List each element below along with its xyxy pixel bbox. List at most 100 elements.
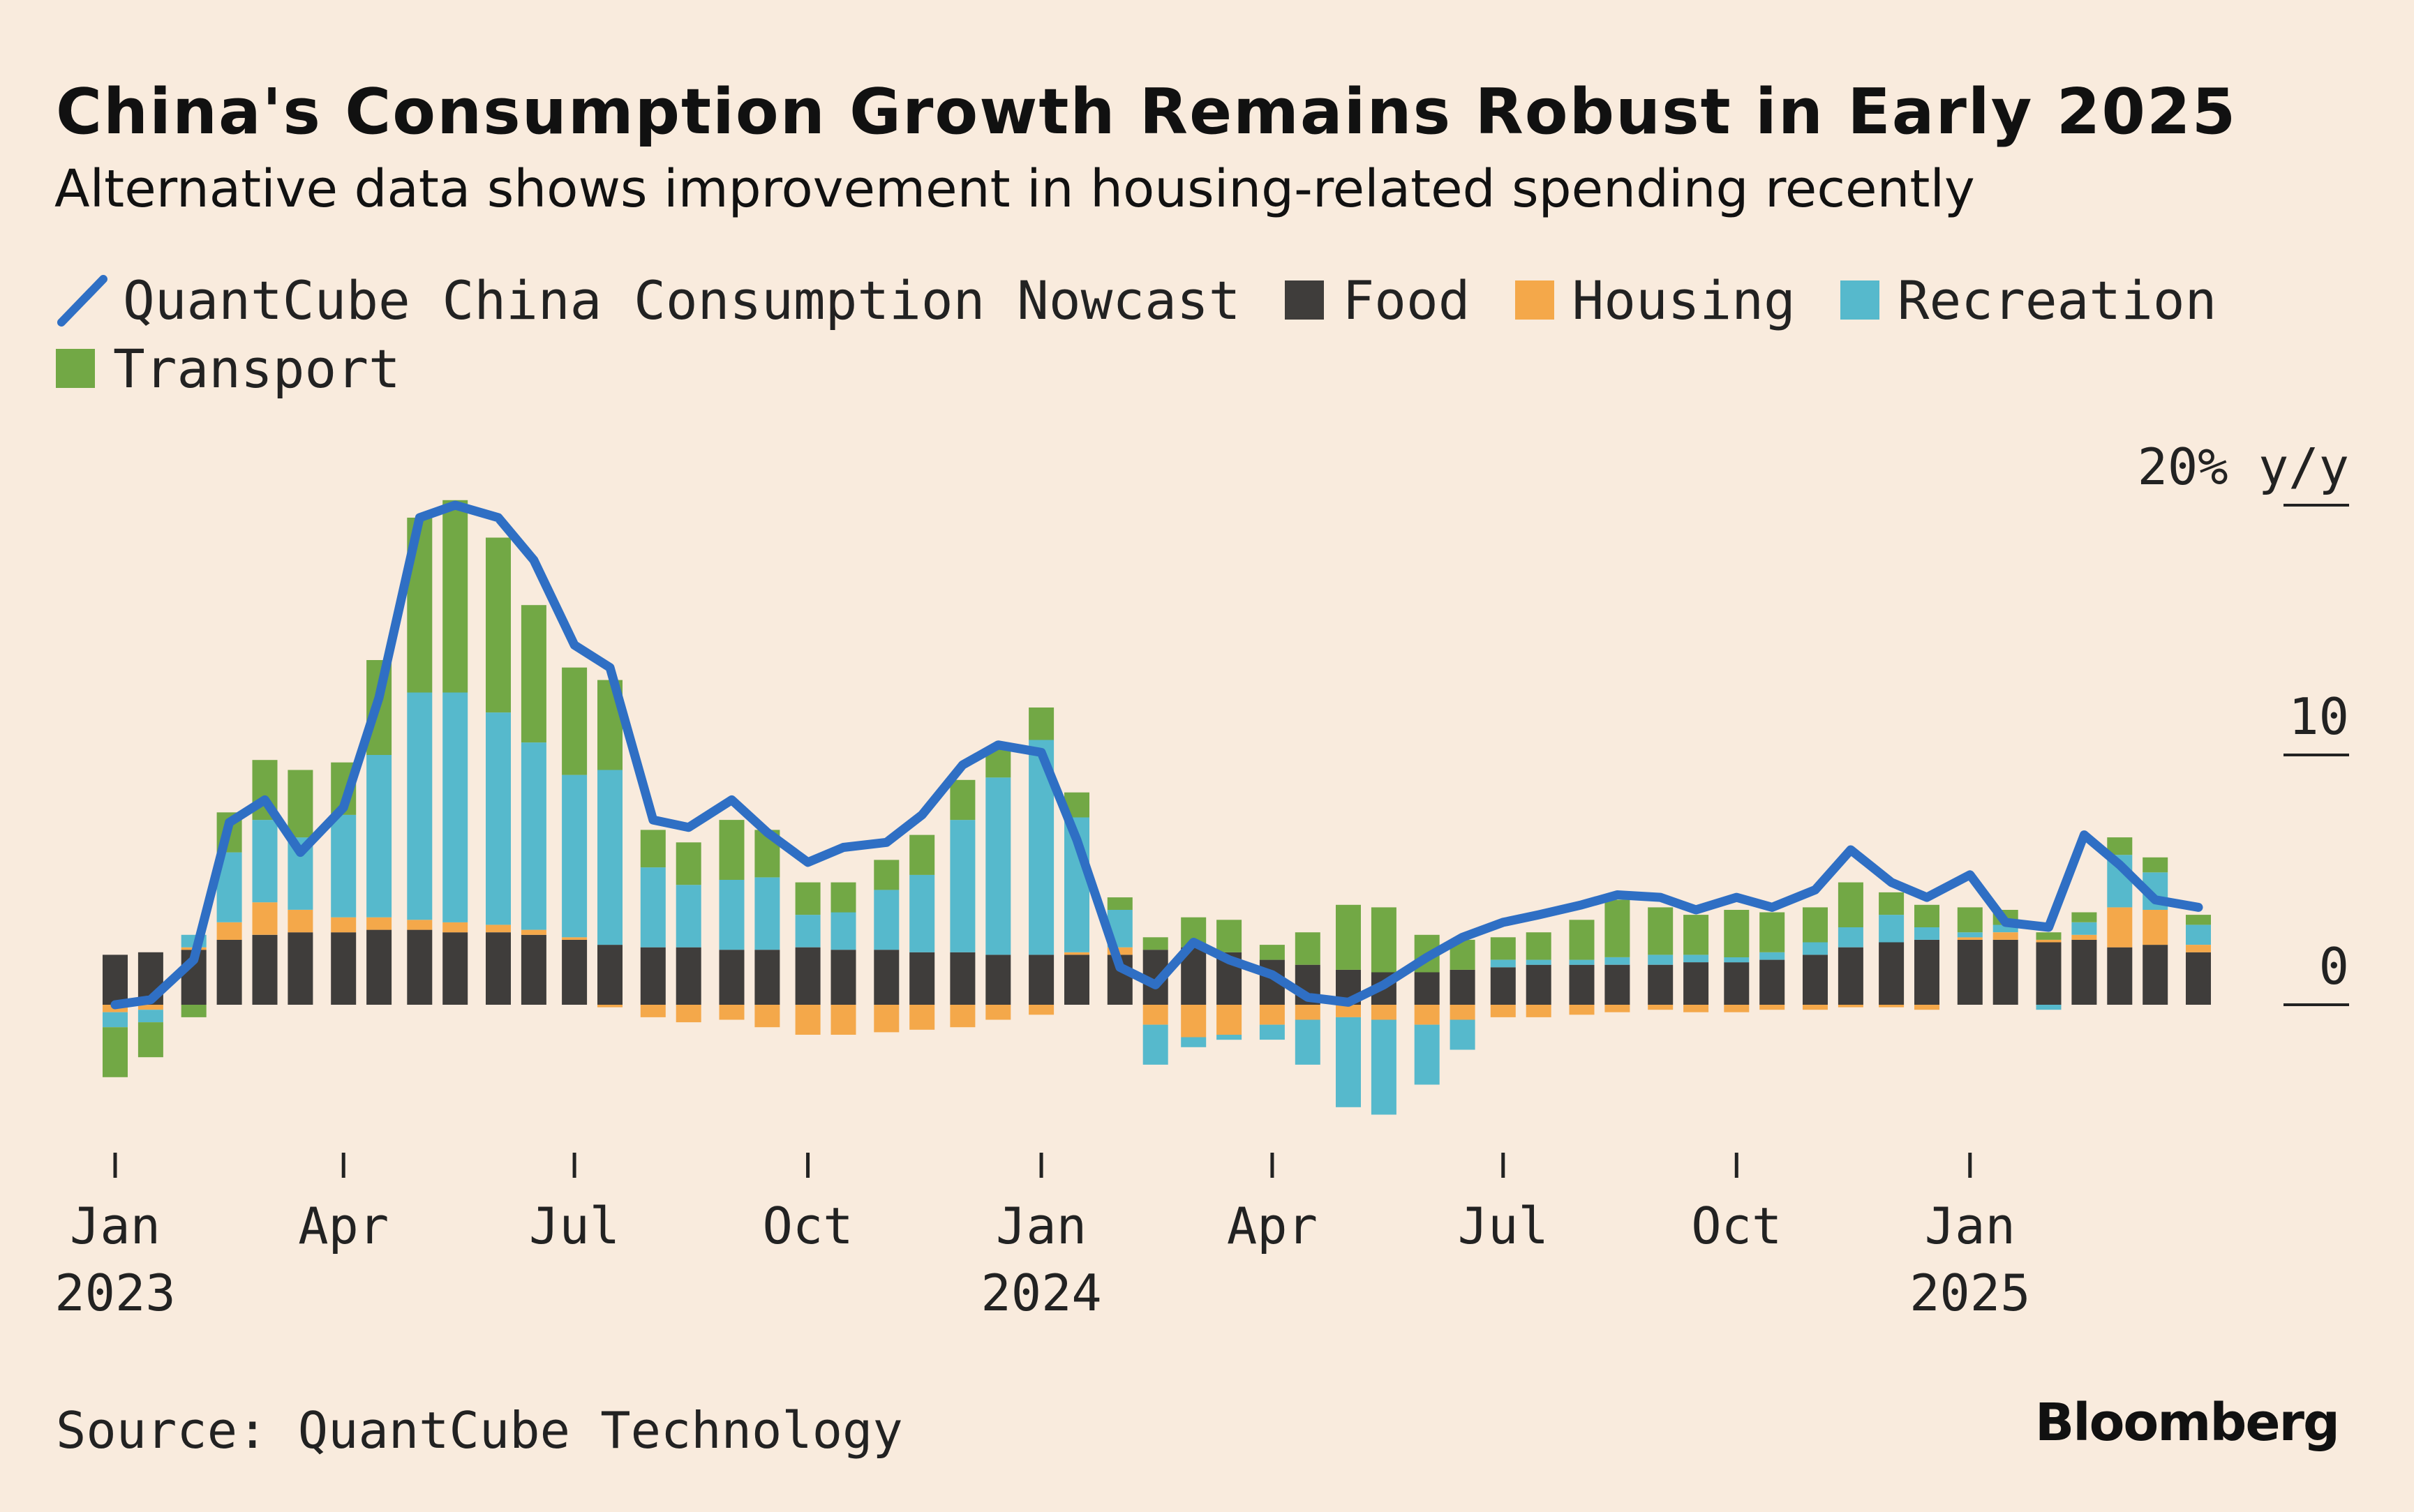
bar-housing-4 <box>252 902 278 935</box>
bar-food-4 <box>252 934 278 1005</box>
bar-housing-38 <box>1569 1005 1595 1015</box>
bar-food-48 <box>1957 939 1983 1005</box>
bar-food-0 <box>103 955 128 1005</box>
bar-food-39 <box>1604 964 1630 1005</box>
bar-food-20 <box>874 950 900 1005</box>
bar-housing-48 <box>1957 937 1983 940</box>
bar-transport-41 <box>1683 915 1709 955</box>
bar-food-22 <box>950 952 976 1005</box>
bar-transport-33 <box>1371 907 1396 973</box>
bar-recreation-47 <box>1914 927 1939 940</box>
bar-transport-31 <box>1295 932 1320 965</box>
bar-housing-16 <box>719 1005 745 1020</box>
bar-transport-48 <box>1957 907 1983 933</box>
bar-housing-34 <box>1414 1005 1440 1025</box>
legend-label-recreation: Recreation <box>1897 269 2217 331</box>
bar-transport-10 <box>486 537 511 713</box>
bar-recreation-30 <box>1259 1024 1285 1040</box>
bar-recreation-44 <box>1803 942 1828 955</box>
bar-housing-10 <box>486 925 511 933</box>
bar-housing-40 <box>1648 1005 1674 1010</box>
legend-row-2: Transport <box>56 337 445 400</box>
legend-item-recreation: Recreation <box>1840 269 2217 331</box>
bar-housing-45 <box>1838 1005 1863 1008</box>
bar-transport-42 <box>1724 910 1750 957</box>
bar-housing-8 <box>407 920 433 930</box>
bar-transport-27 <box>1142 937 1168 950</box>
bar-housing-13 <box>597 1005 623 1008</box>
bar-housing-36 <box>1490 1005 1516 1017</box>
bar-transport-38 <box>1569 920 1595 960</box>
bar-housing-43 <box>1759 1005 1785 1010</box>
bar-transport-54 <box>2186 915 2211 925</box>
bar-transport-46 <box>1879 892 1905 915</box>
bar-recreation-42 <box>1724 957 1750 963</box>
bar-housing-53 <box>2143 910 2168 945</box>
bar-food-13 <box>597 945 623 1005</box>
legend-label-housing: Housing <box>1572 269 1796 331</box>
x-year-label-0: 2023 <box>54 1264 175 1322</box>
bloomberg-logo: Bloomberg <box>2034 1393 2340 1453</box>
bar-recreation-36 <box>1490 959 1516 968</box>
bar-transport-9 <box>442 500 468 693</box>
bar-transport-51 <box>2071 912 2097 922</box>
bar-transport-12 <box>562 667 588 775</box>
bar-housing-29 <box>1216 1005 1242 1035</box>
bar-recreation-48 <box>1957 932 1983 938</box>
bar-housing-51 <box>2071 934 2097 940</box>
bar-recreation-22 <box>950 820 976 952</box>
bar-recreation-21 <box>909 874 935 952</box>
bar-recreation-9 <box>442 692 468 922</box>
bar-food-15 <box>676 947 701 1005</box>
bar-food-6 <box>331 932 357 1005</box>
bar-recreation-50 <box>2036 1005 2062 1010</box>
bar-recreation-29 <box>1216 1035 1242 1040</box>
bar-housing-20 <box>874 1005 900 1033</box>
bar-food-25 <box>1064 955 1089 1005</box>
bar-recreation-27 <box>1142 1024 1168 1065</box>
bar-recreation-4 <box>252 820 278 903</box>
bar-recreation-28 <box>1181 1037 1207 1047</box>
x-tick-label-3: Oct <box>763 1197 854 1255</box>
bar-recreation-23 <box>985 777 1011 955</box>
bar-food-7 <box>366 929 392 1005</box>
bar-transport-29 <box>1216 920 1242 952</box>
bar-food-38 <box>1569 964 1595 1005</box>
bar-food-11 <box>521 934 546 1005</box>
bar-housing-37 <box>1526 1005 1551 1017</box>
bar-transport-40 <box>1648 907 1674 955</box>
legend-item-food: Food <box>1285 269 1470 331</box>
x-tick-label-5: Apr <box>1227 1197 1318 1255</box>
legend-label-food: Food <box>1342 269 1470 331</box>
nowcast-line <box>110 500 2203 1010</box>
x-tick-label-0: Jan <box>70 1197 161 1255</box>
chart-title: China's Consumption Growth Remains Robus… <box>56 75 2237 149</box>
bar-food-24 <box>1029 955 1055 1005</box>
bar-recreation-35 <box>1450 1019 1475 1050</box>
bar-recreation-11 <box>521 742 546 930</box>
bar-food-47 <box>1914 939 1939 1005</box>
bar-recreation-6 <box>331 814 357 918</box>
bar-recreation-17 <box>754 877 780 950</box>
bar-recreation-34 <box>1414 1024 1440 1085</box>
legend-label-transport: Transport <box>113 337 401 400</box>
bar-housing-44 <box>1803 1005 1828 1010</box>
bar-housing-21 <box>909 1005 935 1030</box>
bar-recreation-31 <box>1295 1019 1320 1065</box>
bar-recreation-51 <box>2071 922 2097 935</box>
bar-housing-22 <box>950 1005 976 1028</box>
chart-subtitle: Alternative data shows improvement in ho… <box>54 159 1975 219</box>
bar-transport-47 <box>1914 904 1939 927</box>
legend-item-transport: Transport <box>56 338 401 400</box>
bar-food-45 <box>1838 947 1863 1005</box>
bar-transport-15 <box>676 842 701 885</box>
bar-food-43 <box>1759 959 1785 1005</box>
bar-transport-18 <box>795 882 821 915</box>
bar-housing-26 <box>1107 947 1133 955</box>
bar-housing-23 <box>985 1005 1011 1020</box>
bar-housing-39 <box>1604 1005 1630 1012</box>
bar-recreation-46 <box>1879 915 1905 943</box>
y-tick-label-2: 0 <box>2319 937 2349 996</box>
bar-housing-9 <box>442 922 468 933</box>
